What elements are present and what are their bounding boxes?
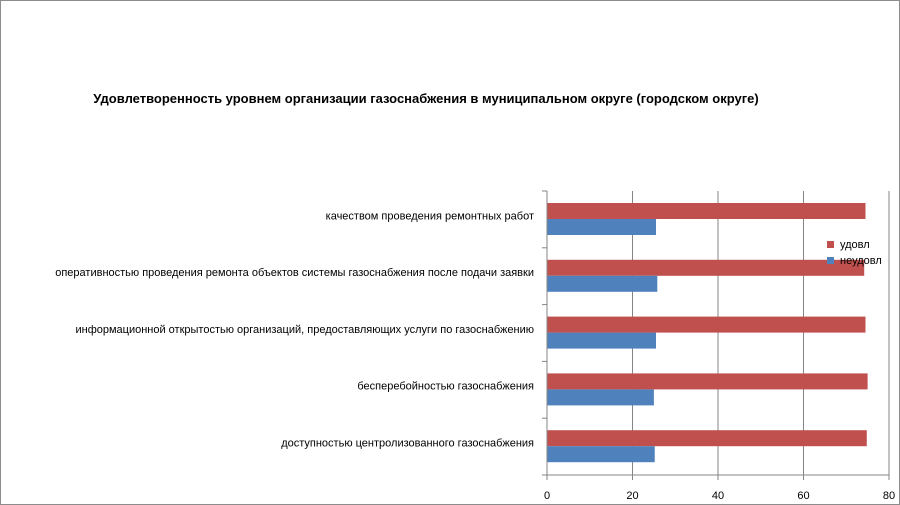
legend-swatch bbox=[827, 257, 834, 264]
x-tick-label: 20 bbox=[626, 490, 638, 502]
category-label: оперативностью проведения ремонта объект… bbox=[55, 267, 534, 279]
x-tick-label: 40 bbox=[712, 490, 724, 502]
bar-неудовл bbox=[547, 389, 654, 406]
legend-swatch bbox=[827, 241, 834, 248]
x-tick-label: 80 bbox=[883, 490, 895, 502]
legend-label: удовл bbox=[840, 239, 870, 251]
x-tick-label: 60 bbox=[797, 490, 809, 502]
bar-удовл bbox=[547, 373, 868, 390]
bar-неудовл bbox=[547, 275, 658, 292]
bar-удовл bbox=[547, 316, 866, 333]
category-label: качеством проведения ремонтных работ bbox=[326, 210, 534, 222]
bar-удовл bbox=[547, 430, 867, 447]
category-label: информационной открытостью организаций, … bbox=[75, 324, 534, 336]
bar-неудовл bbox=[547, 446, 655, 463]
category-label: бесперебойностью газоснабжения bbox=[357, 381, 534, 393]
x-tick-label: 0 bbox=[544, 490, 550, 502]
category-label: доступностью центролизованного газоснабж… bbox=[281, 438, 534, 450]
bar-удовл bbox=[547, 259, 865, 276]
legend-label: неудовл bbox=[840, 255, 882, 267]
bar-удовл bbox=[547, 203, 866, 219]
chart-title: Удовлетворенность уровнем организации га… bbox=[93, 91, 759, 106]
bar-неудовл bbox=[547, 332, 657, 349]
bar-неудовл bbox=[547, 219, 657, 235]
